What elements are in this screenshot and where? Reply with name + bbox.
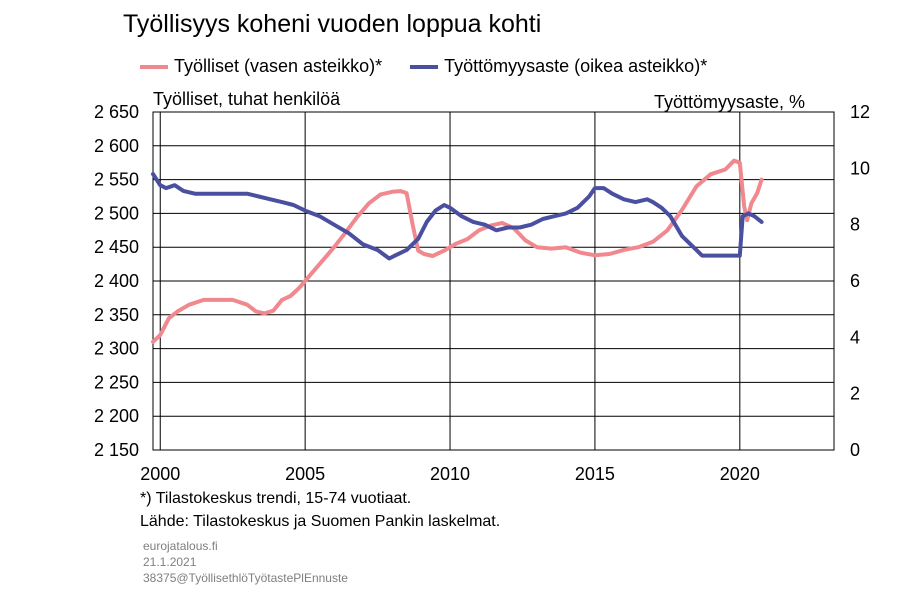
right-tick-label: 2 xyxy=(850,384,860,404)
legend-label-unemployment: Työttömyysaste (oikea asteikko)* xyxy=(444,56,708,76)
legend-swatch-employed xyxy=(140,64,168,69)
left-tick-label: 2 600 xyxy=(94,136,139,156)
right-tick-label: 8 xyxy=(850,215,860,235)
x-tick-label: 2010 xyxy=(430,464,470,484)
meta-site: eurojatalous.fi xyxy=(143,539,218,553)
right-tick-label: 12 xyxy=(850,102,870,122)
left-tick-label: 2 500 xyxy=(94,203,139,223)
legend-label-employed: Työlliset (vasen asteikko)* xyxy=(174,56,383,76)
left-tick-label: 2 200 xyxy=(94,406,139,426)
legend-item-unemployment: Työttömyysaste (oikea asteikko)* xyxy=(410,56,707,77)
legend: Työlliset (vasen asteikko)* Työttömyysas… xyxy=(140,56,707,77)
left-tick-label: 2 400 xyxy=(94,271,139,291)
right-tick-label: 6 xyxy=(850,271,860,291)
meta-date: 21.1.2021 xyxy=(143,555,197,569)
left-tick-label: 2 250 xyxy=(94,372,139,392)
right-tick-label: 0 xyxy=(850,440,860,460)
footnote: *) Tilastokeskus trendi, 15-74 vuotiaat. xyxy=(140,490,412,507)
x-tick-label: 2020 xyxy=(720,464,760,484)
legend-item-employed: Työlliset (vasen asteikko)* xyxy=(140,56,382,77)
plot-frame xyxy=(152,111,835,451)
meta-code: 38375@TyöllisethlöTyötastePlEnnuste xyxy=(143,571,348,585)
chart-title: Työllisyys koheni vuoden loppua kohti xyxy=(123,10,542,38)
right-tick-label: 4 xyxy=(850,327,860,347)
left-tick-label: 2 300 xyxy=(94,339,139,359)
x-tick-label: 2000 xyxy=(140,464,180,484)
left-tick-label: 2 550 xyxy=(94,170,139,190)
x-tick-label: 2015 xyxy=(575,464,615,484)
left-tick-label: 2 150 xyxy=(94,440,139,460)
left-tick-label: 2 350 xyxy=(94,305,139,325)
legend-swatch-unemployment xyxy=(410,64,439,69)
series-line-employed xyxy=(151,158,764,344)
right-tick-label: 10 xyxy=(850,158,870,178)
left-tick-label: 2 650 xyxy=(94,102,139,122)
x-tick-label: 2005 xyxy=(285,464,325,484)
left-tick-label: 2 450 xyxy=(94,237,139,257)
source-note: Lähde: Tilastokeskus ja Suomen Pankin la… xyxy=(140,513,501,530)
left-axis-label: Työlliset, tuhat henkilöä xyxy=(153,89,341,109)
series-line-unemployment xyxy=(151,172,764,261)
right-axis-label: Työttömyysaste, % xyxy=(654,92,806,112)
